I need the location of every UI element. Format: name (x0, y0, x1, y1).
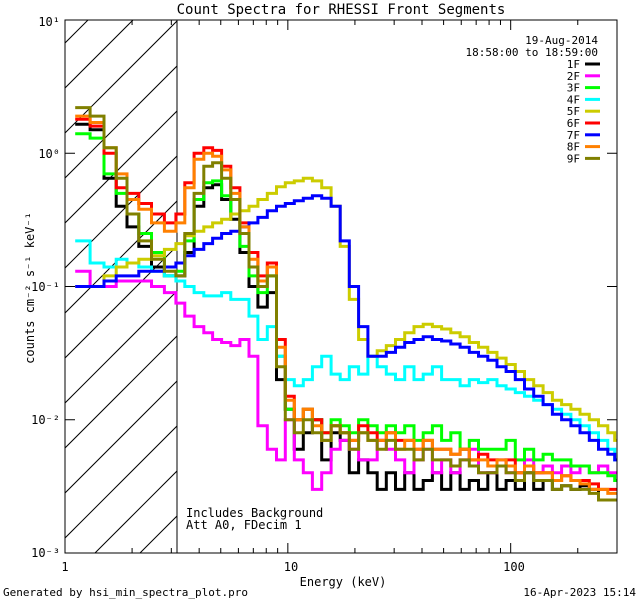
x-tick-label: 100 (503, 560, 525, 574)
x-tick-label: 10 (284, 560, 298, 574)
hatch-line (65, 20, 89, 44)
date-label: 19-Aug-2014 (525, 34, 598, 47)
annotation-background: Includes Background (186, 506, 323, 520)
chart-title: Count Spectra for RHESSI Front Segments (177, 2, 506, 18)
hatch-line (65, 380, 177, 494)
y-tick-label: 10¹ (38, 15, 60, 29)
legend-label-1F: 1F (567, 58, 580, 71)
series-line-4F (75, 239, 617, 462)
series-line-9F (75, 106, 617, 502)
hatch-line (139, 515, 177, 553)
series-line-1F (75, 122, 617, 502)
series-line-8F (75, 114, 617, 495)
series-layer (75, 106, 617, 502)
y-tick-label: 10⁻² (31, 413, 60, 427)
footer-generated-by: Generated by hsi_min_spectra_plot.pro (3, 586, 248, 599)
legend-label-9F: 9F (567, 152, 580, 165)
legend-label-4F: 4F (567, 93, 580, 106)
legend-label-2F: 2F (567, 70, 580, 83)
y-tick-label: 10⁻¹ (31, 280, 60, 294)
hatch-line (0, 0, 25, 553)
y-tick-label: 10⁰ (38, 147, 60, 161)
series-line-7F (75, 194, 617, 462)
x-axis-label: Energy (keV) (300, 575, 387, 589)
hatch-line (65, 65, 177, 179)
legend-label-8F: 8F (567, 141, 580, 154)
axis-ticks (64, 19, 618, 554)
hatch-line (65, 200, 177, 314)
legend-label-3F: 3F (567, 82, 580, 95)
legend-label-7F: 7F (567, 129, 580, 142)
x-tick-label: 1 (61, 560, 68, 574)
time-range-label: 18:58:00 to 18:59:00 (466, 46, 598, 59)
excluded-region-hatch (0, 0, 177, 553)
hatch-line (65, 20, 177, 134)
footer-date: 16-Apr-2023 15:14 (523, 586, 636, 599)
hatch-line (65, 425, 177, 539)
hatch-line (65, 245, 177, 359)
annotation-attenuator: Att A0, FDecim 1 (186, 518, 302, 532)
series-line-3F (75, 132, 617, 482)
y-axis-label: counts cm⁻² s⁻¹ keV⁻¹ (23, 212, 37, 364)
legend-label-5F: 5F (567, 105, 580, 118)
hatch-line (65, 20, 134, 89)
legend-label-6F: 6F (567, 117, 580, 130)
y-tick-label: 10⁻³ (31, 546, 60, 560)
